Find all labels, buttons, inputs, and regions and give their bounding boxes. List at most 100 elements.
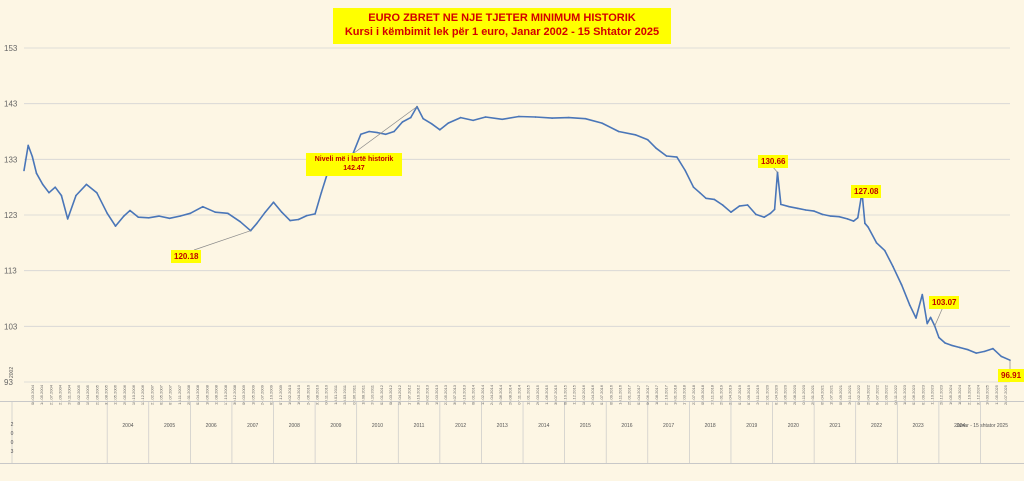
data-point	[114, 225, 117, 227]
data-point	[967, 348, 969, 351]
x-date-label: 26.06.2014	[498, 384, 503, 405]
data-point	[264, 211, 266, 214]
x-date-label: 10.06.2008	[204, 384, 209, 405]
x-year-label: 2022	[871, 423, 882, 429]
x-date-label: 03.11.2020	[801, 384, 806, 404]
x-date-label: 19.07.2021	[829, 384, 834, 405]
x-year-label: 2011	[414, 423, 425, 429]
data-point	[821, 213, 824, 216]
y-tick-label: 153	[4, 44, 18, 53]
data-point	[875, 242, 878, 244]
data-point	[900, 283, 903, 286]
x-date-label: 31.08.2005	[103, 384, 108, 405]
series-line	[23, 105, 1011, 361]
x-year-label: 2008	[289, 423, 300, 429]
x-leading-year-digit: 0	[11, 431, 14, 437]
x-date-label: 26.08.2014	[507, 384, 512, 405]
x-year-label: 2013	[497, 423, 508, 429]
x-date-label: 20.02.2013	[425, 384, 430, 405]
x-date-label: 28.03.2011	[342, 384, 347, 404]
x-date-label: 21.10.2024	[966, 384, 971, 405]
x-date-label: 26.03.2015	[535, 384, 540, 405]
x-date-label: 10.01.2018	[673, 384, 678, 405]
data-point	[975, 352, 978, 354]
x-date-label: 09.02.2022	[856, 384, 861, 405]
data-point	[439, 129, 441, 131]
historic-high-annotation: Niveli më i lartë historik 142.47	[306, 153, 402, 176]
x-date-label: 11.05.2025	[994, 384, 999, 404]
data-point	[518, 115, 520, 118]
data-point	[472, 119, 474, 122]
data-point	[35, 172, 38, 175]
x-leading-year-digit: 0	[11, 440, 14, 446]
data-point	[289, 219, 291, 222]
data-point	[41, 183, 44, 186]
x-date-label: 01.07.2016	[599, 384, 604, 405]
data-point	[983, 350, 986, 353]
chart-title: EURO ZBRET NE NJE TJETER MINIMUM HISTORI…	[368, 12, 636, 24]
axis-separator-line	[0, 401, 1024, 402]
y-tick-label: 133	[4, 155, 18, 164]
data-point	[179, 215, 181, 217]
x-date-label: 03.04.2017	[636, 384, 641, 405]
x-year-label: 2009	[330, 423, 341, 429]
data-point	[422, 117, 425, 120]
series-layer	[23, 105, 1011, 362]
data-point	[551, 117, 553, 119]
x-date-label: 18.01.2023	[902, 384, 907, 405]
data-point	[676, 156, 678, 158]
data-point	[214, 211, 217, 214]
x-date-label: 17.10.2008	[223, 384, 228, 405]
x-year-label: 2010	[372, 423, 383, 429]
x-date-label: 10.10.2006	[131, 384, 136, 405]
historic-high-text: Niveli më i lartë historik	[314, 156, 394, 163]
data-point	[813, 210, 815, 212]
data-point	[829, 215, 832, 217]
x-date-label: 21.02.2007	[149, 384, 154, 405]
data-point	[634, 134, 637, 136]
x-date-label: 18.02.2016	[581, 384, 586, 405]
x-year-label: 2018	[705, 423, 716, 429]
data-point	[147, 216, 150, 219]
data-point	[430, 122, 433, 125]
x-date-label: 16.04.2012	[397, 384, 402, 405]
x-date-label: 30.07.2013	[452, 384, 457, 405]
x-date-label: 16.05.2024	[948, 384, 953, 405]
data-point	[239, 220, 242, 223]
historic-high-value: 142.47	[343, 165, 365, 172]
x-date-label: 13.02.2014	[480, 384, 485, 405]
x-date-label: 22.01.2020	[764, 384, 769, 405]
x-date-label: 13.01.2015	[526, 384, 531, 405]
x-leading-year-digit: 2	[11, 422, 14, 428]
x-date-label: 22.06.2005	[94, 384, 99, 405]
data-point	[617, 130, 620, 133]
data-point	[908, 304, 911, 306]
x-leading-year-label: 2002	[9, 367, 15, 378]
x-date-label: 30.10.2012	[416, 384, 421, 405]
x-date-label: 01.07.2019	[737, 384, 742, 405]
y-tick-label: 93	[4, 378, 13, 387]
data-point	[646, 139, 649, 141]
data-point	[944, 342, 946, 344]
x-date-label: 02.05.2007	[159, 384, 164, 405]
data-point	[698, 191, 701, 194]
callout-leader	[193, 230, 251, 251]
x-date-label: 15.03.2013	[434, 384, 439, 405]
data-point	[409, 116, 412, 119]
x-date-label: 16.04.2010	[296, 384, 301, 405]
data-point	[788, 205, 790, 208]
x-date-label: 12.08.2008	[214, 384, 219, 405]
data-point	[796, 207, 799, 210]
x-date-label: 09.09.2016	[608, 384, 613, 405]
x-date-label: 13.12.2006	[140, 384, 145, 405]
annotation-leader	[353, 106, 418, 154]
data-point	[75, 194, 77, 197]
x-year-label: 2012	[455, 423, 466, 429]
data-point	[867, 226, 869, 229]
data-point	[31, 155, 34, 158]
x-date-label: 08.02.2005	[76, 384, 81, 405]
data-point	[929, 316, 932, 319]
y-axis-ticks: 93 103 113 123 133 143 153	[4, 44, 18, 387]
x-date-label: 25.01.2017	[627, 384, 632, 405]
data-point	[484, 116, 487, 118]
